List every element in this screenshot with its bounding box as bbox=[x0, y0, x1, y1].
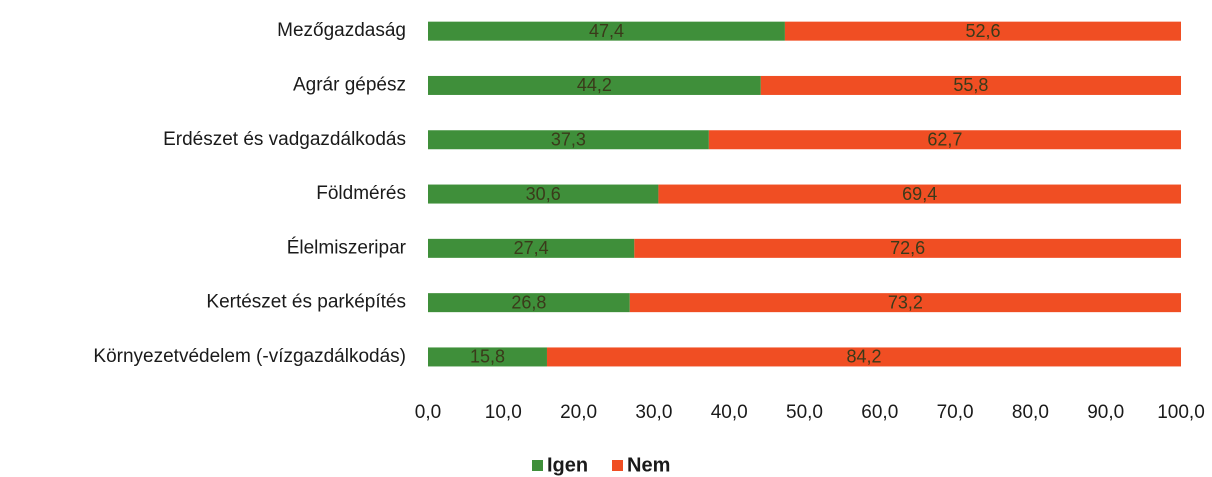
x-tick-label: 60,0 bbox=[861, 402, 898, 423]
value-label: 37,3 bbox=[551, 130, 586, 150]
x-tick-label: 70,0 bbox=[937, 402, 974, 423]
value-label: 73,2 bbox=[888, 292, 923, 312]
value-label: 26,8 bbox=[511, 292, 546, 312]
x-tick-label: 20,0 bbox=[560, 402, 597, 423]
x-tick-label: 80,0 bbox=[1012, 402, 1049, 423]
value-label: 69,4 bbox=[902, 184, 937, 204]
y-tick-label: Környezetvédelem (-vízgazdálkodás) bbox=[93, 346, 406, 367]
y-tick-label: Kertészet és parképítés bbox=[206, 292, 406, 313]
bar-segment bbox=[760, 75, 1181, 95]
x-tick-label: 100,0 bbox=[1157, 402, 1205, 423]
x-tick-label: 10,0 bbox=[485, 402, 522, 423]
value-label: 15,8 bbox=[470, 347, 505, 367]
x-tick-label: 40,0 bbox=[711, 402, 748, 423]
value-label: 84,2 bbox=[846, 347, 881, 367]
bar-segment bbox=[634, 238, 1181, 258]
x-tick-label: 50,0 bbox=[786, 402, 823, 423]
legend-label: Igen bbox=[547, 454, 588, 476]
value-label: 62,7 bbox=[927, 130, 962, 150]
bar-segment bbox=[428, 21, 785, 41]
y-tick-label: Földmérés bbox=[316, 183, 406, 204]
bar-segment bbox=[629, 293, 1181, 313]
bar-segment bbox=[428, 238, 635, 258]
y-tick-label: Erdészet és vadgazdálkodás bbox=[163, 129, 406, 150]
bar-segment bbox=[658, 184, 1181, 204]
value-label: 55,8 bbox=[953, 75, 988, 95]
bar-segment bbox=[546, 347, 1181, 367]
bar-segment bbox=[708, 130, 1181, 150]
bar-segment bbox=[428, 130, 709, 150]
x-tick-label: 30,0 bbox=[635, 402, 672, 423]
y-tick-label: Agrár gépész bbox=[293, 74, 406, 95]
bar-segment bbox=[784, 21, 1181, 41]
legend-swatch bbox=[612, 460, 623, 471]
value-label: 44,2 bbox=[577, 75, 612, 95]
value-label: 52,6 bbox=[965, 21, 1000, 41]
bar-segment bbox=[428, 347, 547, 367]
value-label: 47,4 bbox=[589, 21, 624, 41]
y-tick-label: Élelmiszeripar bbox=[287, 237, 407, 258]
bar-segment bbox=[428, 184, 659, 204]
y-tick-label: Mezőgazdaság bbox=[277, 20, 406, 41]
value-label: 30,6 bbox=[526, 184, 561, 204]
x-tick-label: 90,0 bbox=[1087, 402, 1124, 423]
bar-segment bbox=[428, 75, 761, 95]
x-tick-label: 0,0 bbox=[415, 402, 441, 423]
value-label: 72,6 bbox=[890, 238, 925, 258]
bar-segment bbox=[428, 293, 630, 313]
value-label: 27,4 bbox=[514, 238, 549, 258]
legend-label: Nem bbox=[627, 454, 670, 476]
legend-swatch bbox=[532, 460, 543, 471]
